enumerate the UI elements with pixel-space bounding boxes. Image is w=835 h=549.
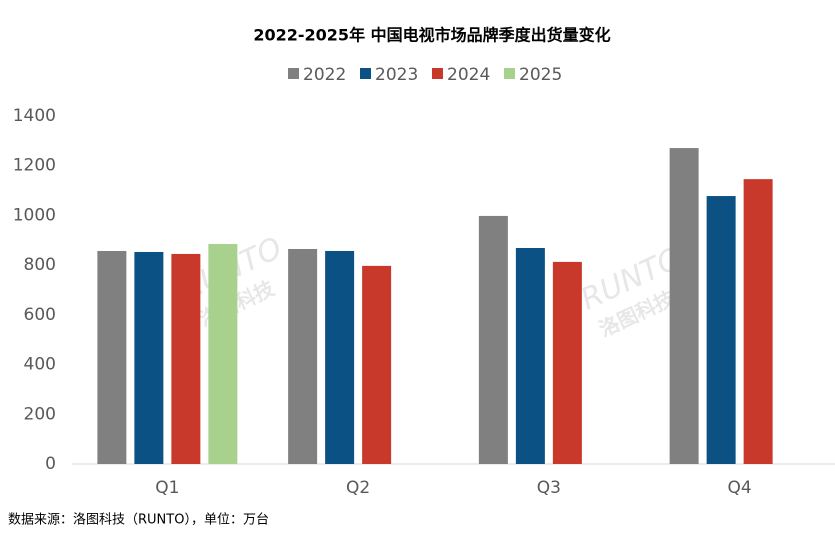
x-tick-label: Q3 (537, 478, 561, 498)
bar (171, 253, 201, 464)
x-tick-label: Q4 (728, 478, 752, 498)
y-tick-label: 600 (24, 305, 56, 325)
bar (743, 179, 773, 464)
y-tick-label: 800 (24, 255, 56, 275)
legend-swatch (288, 68, 299, 79)
legend-label: 2022 (303, 65, 346, 85)
bar (478, 215, 508, 464)
legend-swatch (360, 68, 371, 79)
y-tick-label: 400 (24, 355, 56, 375)
legend-label: 2024 (447, 65, 490, 85)
legend-swatch (432, 68, 443, 79)
bar (97, 250, 127, 464)
bar (706, 196, 736, 465)
legend-label: 2025 (519, 65, 562, 85)
bar (552, 261, 582, 464)
legend-label: 2023 (375, 65, 418, 85)
bar (288, 248, 318, 464)
source-note: 数据来源：洛图科技（RUNTO），单位：万台 (8, 513, 269, 528)
y-tick-label: 200 (24, 404, 56, 424)
y-tick-label: 1200 (13, 156, 56, 176)
x-tick-label: Q2 (346, 478, 370, 498)
y-tick-label: 1400 (13, 106, 56, 126)
legend-swatch (504, 68, 515, 79)
bar (515, 247, 545, 464)
y-tick-label: 0 (45, 454, 56, 474)
bar (669, 148, 699, 464)
bar (134, 251, 164, 464)
chart-title: 2022-2025年 中国电视市场品牌季度出货量变化 (253, 26, 610, 45)
bar (362, 265, 392, 464)
bar (208, 244, 238, 464)
x-tick-label: Q1 (155, 478, 179, 498)
y-tick-label: 1000 (13, 205, 56, 225)
bar (325, 250, 355, 464)
